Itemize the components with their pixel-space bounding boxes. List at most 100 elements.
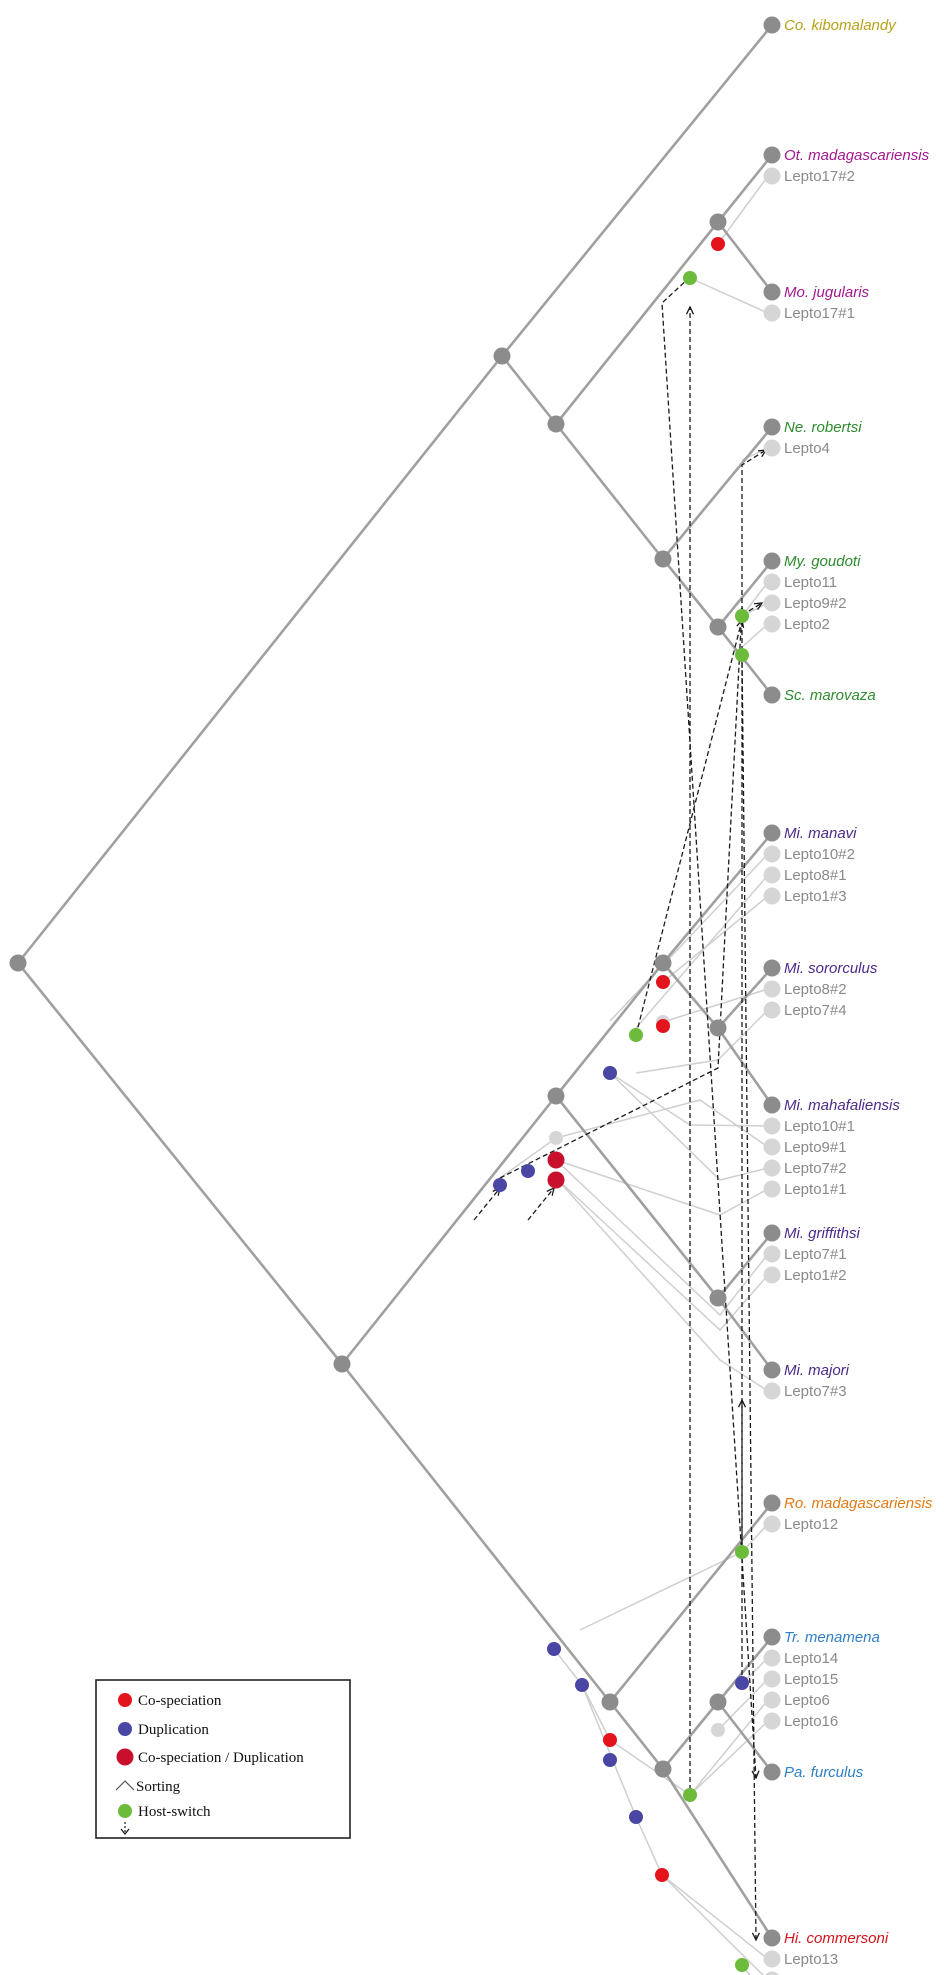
arrowhead-icon	[120, 1828, 130, 1835]
host-tip-dot	[763, 1224, 781, 1242]
host-edge	[716, 1701, 774, 1773]
symbiont-tip-dot	[763, 1001, 781, 1019]
host-node	[547, 415, 565, 433]
symbiont-tip-dot	[763, 1670, 781, 1688]
host-edge	[716, 560, 774, 628]
arrowhead-icon	[751, 1770, 760, 1780]
host-edge	[608, 1701, 665, 1770]
host-tip-dot	[763, 686, 781, 704]
symbiont-tree-edges	[499, 175, 769, 1975]
co-speciation-duplication-legend-dot	[116, 1748, 134, 1766]
duplication-event	[547, 1642, 561, 1656]
symbiont-tip-dot	[763, 304, 781, 322]
symbiont-tip-dot	[763, 866, 781, 884]
host-edge	[554, 221, 720, 425]
host-switch-event	[735, 1958, 749, 1972]
symbiont-edge	[581, 1684, 637, 1818]
symbiont-edge	[662, 895, 769, 983]
symbiont-edge	[635, 1816, 769, 1960]
symbiont-node	[549, 1131, 563, 1145]
symbiont-tip-label: Lepto4	[784, 440, 830, 457]
host-tip-dot	[763, 146, 781, 164]
symbiont-edge	[662, 988, 769, 1023]
host-edge	[717, 1636, 773, 1703]
symbiont-tip-label: Lepto7#2	[784, 1160, 847, 1177]
symbiont-edge	[555, 1159, 769, 1317]
symbiont-tip-label: Lepto9#1	[784, 1139, 847, 1156]
host-edge	[661, 1768, 774, 1939]
host-node	[654, 1760, 672, 1778]
host-edge	[340, 1095, 558, 1365]
host-switch-event	[629, 1028, 643, 1042]
host-tip-label: Sc. marovaza	[784, 687, 876, 704]
symbiont-tip-dot	[763, 887, 781, 905]
legend-label-co-speciation-duplication: Co-speciation / Duplication	[138, 1750, 304, 1766]
host-tip-label: Tr. menamena	[784, 1629, 880, 1646]
duplication-event	[629, 1810, 643, 1824]
symbiont-edge	[689, 277, 769, 314]
symbiont-tip-dot	[763, 1691, 781, 1709]
host-node	[709, 1289, 727, 1307]
symbiont-tip-dot	[763, 980, 781, 998]
symbiont-tip-label: Lepto7#3	[784, 1383, 847, 1400]
host-node	[709, 618, 727, 636]
host-tip-label: Mi. manavi	[784, 825, 857, 842]
symbiont-edge	[689, 1720, 769, 1796]
symbiont-edge	[581, 1684, 611, 1741]
duplication-legend-dot	[118, 1722, 132, 1736]
symbiont-tip-label: Lepto15	[784, 1671, 838, 1688]
host-tip-dot	[763, 1628, 781, 1646]
co-speciation-event	[656, 1019, 670, 1033]
host-switch-arrow	[635, 619, 743, 1036]
host-edge	[661, 1701, 720, 1770]
duplication-event	[603, 1066, 617, 1080]
symbiont-edge	[741, 1964, 751, 1975]
host-edge	[554, 962, 665, 1097]
host-switch-event	[683, 271, 697, 285]
symbiont-tip-label: Lepto10#1	[784, 1118, 855, 1135]
symbiont-tip-dot	[763, 167, 781, 185]
symbiont-tip-label: Lepto9#2	[784, 595, 847, 612]
legend-label-duplication: Duplication	[138, 1722, 209, 1738]
host-edge	[554, 1095, 720, 1299]
host-node	[709, 213, 727, 231]
host-edge	[500, 355, 558, 425]
host-tip-label: Mi. majori	[784, 1362, 850, 1379]
symbiont-tip-label: Lepto5	[784, 1972, 830, 1975]
host-tip-label: Mi. griffithsi	[784, 1225, 861, 1242]
symbiont-node	[711, 1723, 725, 1737]
host-edge	[608, 1502, 774, 1703]
symbiont-tip-label: Lepto17#2	[784, 168, 855, 185]
host-node	[493, 347, 511, 365]
symbiont-tip-label: Lepto11	[784, 574, 837, 591]
host-node	[9, 954, 27, 972]
symbiont-edge	[553, 1648, 583, 1686]
symbiont-edge	[499, 1137, 557, 1179]
symbiont-tip-label: Lepto2	[784, 616, 830, 633]
host-tip-label: Hi. commersoni	[784, 1930, 889, 1947]
host-switch-arrow	[527, 1187, 555, 1221]
host-tree-edges	[16, 24, 774, 1939]
host-tip-label: Mi. mahafaliensis	[784, 1097, 900, 1114]
host-edge	[661, 558, 720, 628]
coevolution-events	[493, 237, 749, 1972]
symbiont-tip-dot	[763, 1649, 781, 1667]
host-edge	[662, 832, 773, 964]
co-speciation-event	[711, 237, 725, 251]
host-edge	[716, 154, 774, 223]
symbiont-tip-label: Lepto13	[784, 1951, 838, 1968]
symbiont-tip-dot	[763, 1159, 781, 1177]
host-tip-label: Mo. jugularis	[784, 284, 870, 301]
legend-label-co-speciation: Co-speciation	[138, 1693, 222, 1709]
symbiont-edge	[609, 1739, 691, 1796]
host-switch-arrow	[741, 654, 757, 1941]
tip-labels: Co. kibomalandy Ot. madagascariensis Lepto…	[784, 17, 933, 1975]
host-tip-label: Mi. sororculus	[784, 960, 878, 977]
host-tip-label: Co. kibomalandy	[784, 17, 897, 34]
legend-box	[95, 1679, 351, 1839]
co-speciation-event	[656, 975, 670, 989]
symbiont-tip-label: Lepto7#1	[784, 1246, 847, 1263]
host-switch-arrow	[473, 1187, 501, 1221]
host-edge	[16, 962, 344, 1365]
symbiont-tip-dot	[763, 615, 781, 633]
